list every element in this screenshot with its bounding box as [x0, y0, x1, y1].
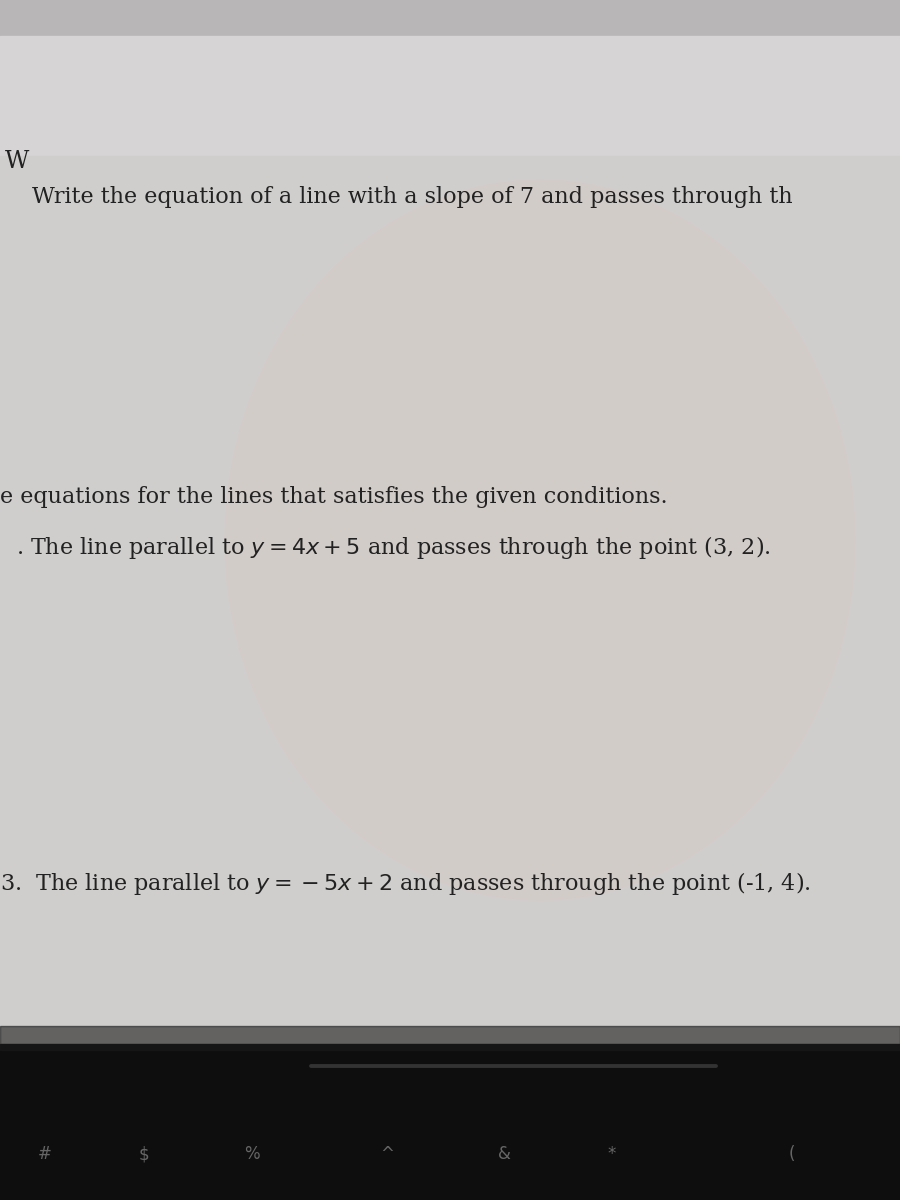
Text: *: *	[608, 1145, 616, 1164]
Text: e equations for the lines that satisfies the given conditions.: e equations for the lines that satisfies…	[0, 486, 668, 508]
Bar	[0, 1026, 900, 1050]
Bar	[0, 156, 900, 1044]
Bar	[0, 0, 900, 36]
Text: (: (	[788, 1145, 796, 1164]
Ellipse shape	[225, 180, 855, 900]
Bar	[0, 36, 900, 168]
Text: $: $	[139, 1145, 149, 1164]
Text: Write the equation of a line with a slope of 7 and passes through th: Write the equation of a line with a slop…	[32, 186, 792, 208]
Text: #: #	[38, 1145, 52, 1164]
Text: ^: ^	[380, 1145, 394, 1164]
Text: 3.  The line parallel to $y =- 5x + 2$ and passes through the point (-1, 4).: 3. The line parallel to $y =- 5x + 2$ an…	[0, 870, 811, 898]
Bar	[0, 1044, 900, 1200]
Text: %: %	[244, 1145, 260, 1164]
Text: W: W	[4, 150, 29, 173]
Text: &: &	[498, 1145, 510, 1164]
Text: . The line parallel to $y = 4x + 5$ and passes through the point (3, 2).: . The line parallel to $y = 4x + 5$ and …	[16, 534, 771, 560]
